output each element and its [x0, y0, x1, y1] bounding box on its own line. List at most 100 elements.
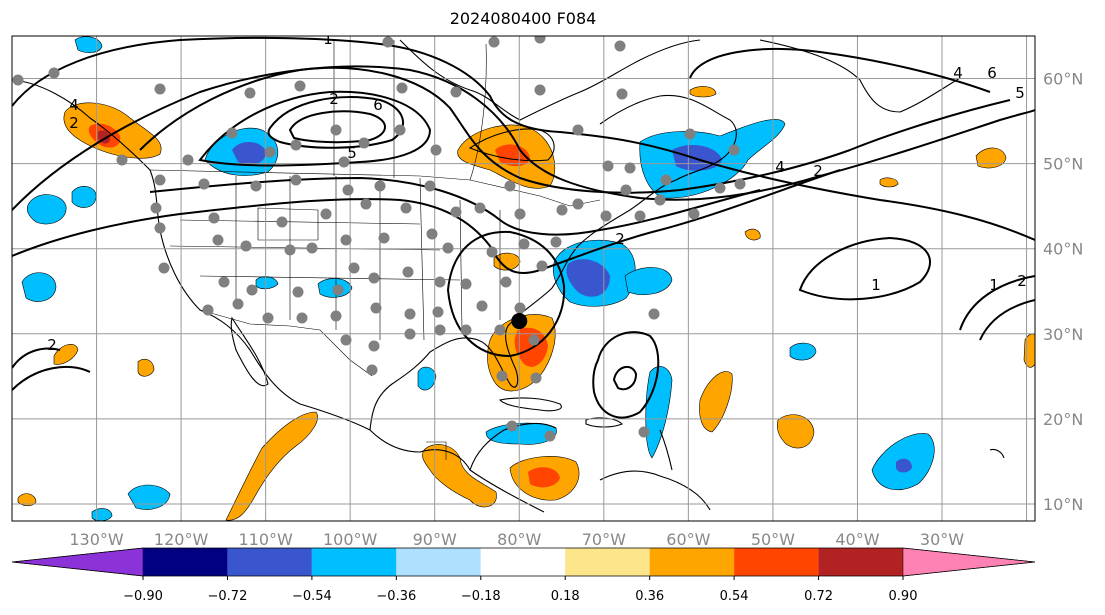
- station-dot: [400, 202, 412, 214]
- station-dot: [404, 328, 416, 340]
- colorbar-extend-low: [11, 547, 144, 577]
- contour-value-label: 2: [329, 90, 339, 108]
- colorbar-label: −0.36: [376, 589, 416, 604]
- station-dot: [116, 154, 128, 166]
- station-dot: [48, 67, 60, 79]
- anomaly-fill: [71, 186, 97, 208]
- station-dot: [528, 334, 540, 346]
- station-dot: [202, 304, 214, 316]
- station-dot: [434, 324, 446, 336]
- station-dot: [348, 262, 360, 274]
- station-dot: [450, 206, 462, 218]
- station-dot: [486, 246, 498, 258]
- station-dot: [572, 198, 584, 210]
- contour-line: [12, 36, 1035, 241]
- station-dot: [158, 262, 170, 274]
- colorbar-label: −0.54: [292, 589, 332, 604]
- contour-value-label: 6: [373, 96, 383, 114]
- station-dot: [320, 208, 332, 220]
- station-dot: [426, 228, 438, 240]
- contour-value-label: 2: [813, 162, 823, 180]
- anomaly-fill: [528, 467, 560, 488]
- border-line: [199, 275, 461, 281]
- colorbar-segment: [818, 548, 903, 576]
- station-dot: [424, 180, 436, 192]
- longitude-label: 130°W: [69, 530, 124, 549]
- station-dot: [276, 216, 288, 228]
- station-dot: [474, 202, 486, 214]
- contour-line: [149, 176, 761, 236]
- map-title: 2024080400 F084: [449, 9, 597, 28]
- station-dot: [620, 184, 632, 196]
- latitude-label: 50°N: [1043, 155, 1083, 174]
- contour-value-label: 2: [1017, 272, 1027, 290]
- contour-line: [979, 299, 1035, 341]
- contour-line: [446, 230, 566, 358]
- station-dot: [402, 266, 414, 278]
- longitude-label: 30°W: [920, 530, 964, 549]
- longitude-label: 80°W: [497, 530, 541, 549]
- station-dot: [294, 80, 306, 92]
- anomaly-fill: [975, 147, 1007, 169]
- station-dot: [232, 298, 244, 310]
- station-dot: [660, 174, 672, 186]
- station-dot: [494, 324, 506, 336]
- coastline: [369, 179, 677, 431]
- colorbar-extend-high: [902, 547, 1036, 577]
- station-dot: [284, 244, 296, 256]
- coastline: [498, 397, 562, 412]
- station-dot: [296, 312, 308, 324]
- station-dot: [500, 276, 512, 288]
- station-dot: [430, 144, 442, 156]
- coastline: [12, 79, 545, 513]
- latitude-label: 60°N: [1043, 70, 1083, 89]
- contour-value-label: 6: [987, 64, 997, 82]
- contour-line: [798, 236, 931, 301]
- station-dot: [734, 178, 746, 190]
- longitude-label: 100°W: [323, 530, 378, 549]
- latitude-label: 20°N: [1043, 410, 1083, 429]
- contour-line: [139, 66, 1011, 194]
- station-dot: [340, 334, 352, 346]
- longitude-label: 120°W: [154, 530, 209, 549]
- longitude-label: 40°W: [835, 530, 879, 549]
- station-dot: [244, 87, 256, 99]
- anomaly-fill: [789, 342, 817, 361]
- station-dot: [534, 36, 546, 44]
- station-dot: [306, 242, 318, 254]
- coastline: [399, 39, 701, 121]
- contour-value-label: 4: [69, 96, 79, 114]
- colorbar-segment: [396, 548, 481, 576]
- coastline: [599, 94, 737, 181]
- map-frame: [11, 35, 1036, 522]
- colorbar-segment: [649, 548, 735, 576]
- station-dot: [434, 276, 446, 288]
- colorbar-label: −0.90: [123, 589, 163, 604]
- colorbar-segment: [227, 548, 312, 576]
- station-dot: [382, 36, 394, 48]
- anomaly-fill: [645, 366, 673, 459]
- longitude-labels: 130°W 120°W 110°W 100°W 90°W 80°W 70°W 60°W 50°W…: [69, 530, 964, 549]
- station-dot: [556, 204, 568, 216]
- contour-line: [689, 48, 991, 93]
- anomaly-fill: [417, 366, 437, 391]
- graticule: [12, 36, 1035, 521]
- anomaly-fill: [225, 411, 318, 521]
- colorbar-label: 0.90: [889, 589, 918, 604]
- station-dot: [330, 310, 342, 322]
- station-dot: [208, 212, 220, 224]
- station-dot: [714, 182, 726, 194]
- station-dot: [684, 128, 696, 140]
- station-dot: [366, 364, 378, 376]
- contour-line: [592, 331, 660, 419]
- station-dot: [154, 83, 166, 95]
- anomaly-fill: [422, 444, 497, 508]
- anomaly-fill: [624, 267, 673, 295]
- station-dot: [212, 234, 224, 246]
- latitude-labels: 10°N 20°N 30°N 40°N 50°N 60°N: [1043, 70, 1083, 514]
- anomaly-fill: [91, 508, 113, 521]
- contour-value-label: 4: [775, 158, 785, 176]
- station-dot: [358, 137, 370, 149]
- coastline: [468, 128, 555, 162]
